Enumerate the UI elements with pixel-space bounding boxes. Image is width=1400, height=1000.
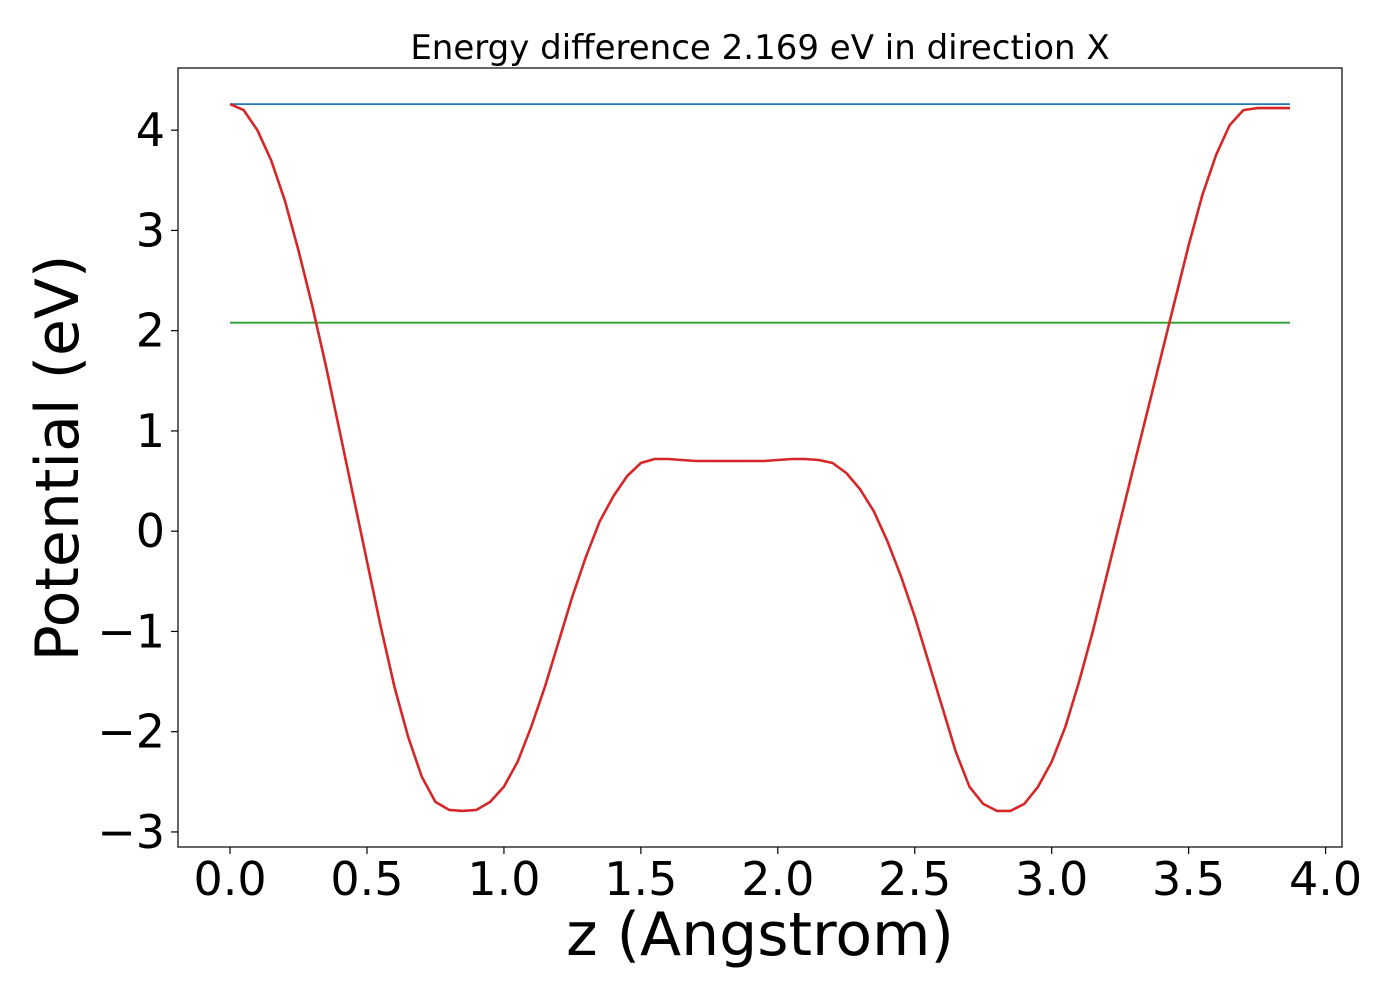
x-tick-label: 1.0 (467, 852, 540, 906)
x-tick-label: 3.5 (1152, 852, 1225, 906)
y-tick-label: 0 (136, 504, 165, 558)
y-tick-label: 3 (136, 203, 165, 257)
x-tick-label: 0.0 (193, 852, 266, 906)
y-tick-label: 4 (136, 103, 165, 157)
x-axis: 0.0 0.5 1.0 1.5 2.0 2.5 3.0 3.5 4.0 (193, 847, 1362, 906)
x-tick-label: 2.5 (878, 852, 951, 906)
series-line-3 (229, 102, 1290, 813)
x-tick-label: 0.5 (330, 852, 403, 906)
y-tick-label: −2 (97, 705, 165, 759)
x-tick-label: 2.0 (741, 852, 814, 906)
y-axis: −3 −2 −1 0 1 2 3 4 (97, 103, 178, 859)
y-tick-label: −3 (97, 805, 165, 859)
y-tick-label: −1 (97, 604, 165, 658)
plot-frame (177, 67, 1343, 848)
chart-title: Energy difference 2.169 eV in direction … (410, 28, 1109, 68)
y-axis-label: Potential (eV) (23, 255, 93, 662)
x-tick-label: 3.0 (1015, 852, 1088, 906)
x-tick-label: 1.5 (604, 852, 677, 906)
series-layer (229, 102, 1290, 813)
x-axis-label: z (Angstrom) (566, 900, 954, 970)
y-tick-label: 2 (136, 304, 165, 358)
y-tick-label: 1 (136, 404, 165, 458)
x-tick-label: 4.0 (1289, 852, 1362, 906)
